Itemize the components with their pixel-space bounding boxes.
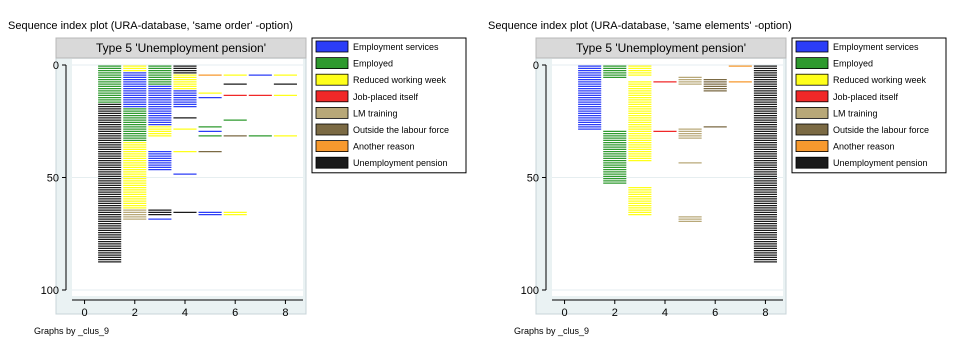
legend-label: Outside the labour force (833, 125, 929, 135)
sequence-segment (148, 126, 172, 137)
sequence-segment (603, 130, 627, 184)
sequence-segment (628, 186, 652, 216)
legend-label: Outside the labour force (353, 125, 449, 135)
legend-label: Employment services (353, 42, 439, 52)
sequence-segment (223, 211, 247, 216)
sequence-index-plot: Type 5 'Unemployment pension' 0 50 100 0 2 4 6 8… (521, 37, 947, 319)
graphs-by-note: Graphs by _clus_9 (34, 326, 110, 336)
legend-swatch (315, 107, 349, 119)
legend-swatch (315, 90, 349, 103)
sequence-segment (148, 85, 172, 126)
x-tick-label: 6 (712, 307, 718, 319)
y-tick-label: 50 (47, 173, 59, 185)
y-tick-label: 100 (41, 285, 59, 297)
legend-label: Another reason (833, 142, 895, 152)
sequence-segment (678, 76, 702, 85)
legend-label: LM training (353, 108, 398, 118)
sequence-segment (123, 141, 147, 209)
chart-subtitle: Type 5 'Unemployment pension' (96, 41, 266, 55)
sequence-segment (198, 211, 222, 216)
chart-title: Sequence index plot (URA-database, 'same… (8, 20, 293, 32)
sequence-segment (98, 65, 122, 103)
legend-swatch (795, 73, 829, 86)
sequence-segment (173, 90, 197, 108)
x-tick-label: 8 (762, 307, 768, 319)
sequence-segment (678, 216, 702, 223)
sequence-segment (703, 78, 727, 92)
legend-label: Unemployment pension (353, 158, 448, 168)
sequence-segment (123, 209, 147, 220)
x-tick-label: 8 (282, 307, 288, 319)
sequence-segment (578, 65, 602, 130)
legend-label: Job-placed itself (353, 92, 419, 102)
y-tick-label: 50 (527, 173, 539, 185)
legend-swatch (315, 156, 349, 169)
sequence-segment (678, 128, 702, 139)
x-tick-label: 4 (182, 307, 188, 319)
legend-swatch (795, 57, 829, 69)
y-tick-label: 0 (53, 60, 59, 72)
x-tick-label: 6 (232, 307, 238, 319)
legend: Employment services Employed Reduced worki… (791, 37, 947, 174)
legend-swatch (315, 140, 349, 153)
chart-panel-same-elements: Sequence index plot (URA-database, 'same… (484, 0, 954, 342)
sequence-segment (98, 103, 122, 263)
sequence-segment (173, 74, 197, 90)
legend-swatch (795, 90, 829, 103)
legend-swatch (315, 57, 349, 69)
y-tick-label: 0 (533, 60, 539, 72)
sequence-segment (123, 72, 147, 108)
legend-label: Unemployment pension (833, 158, 928, 168)
chart-title: Sequence index plot (URA-database, 'same… (488, 20, 792, 32)
subtitle-strip (55, 37, 307, 59)
x-tick-label: 2 (612, 307, 618, 319)
sequence-segment (148, 150, 172, 171)
legend-label: Employed (353, 59, 393, 69)
sequence-segment (148, 209, 172, 216)
legend-label: Employment services (833, 42, 919, 52)
x-tick-label: 4 (662, 307, 668, 319)
legend-swatch (315, 73, 349, 86)
legend-swatch (795, 156, 829, 169)
sequence-segment (148, 65, 172, 85)
sequence-segment (628, 81, 652, 162)
x-tick-label: 0 (561, 307, 567, 319)
chart-panel-same-order: Sequence index plot (URA-database, 'same… (4, 0, 474, 342)
sequence-segment (123, 108, 147, 142)
legend-label: Another reason (353, 142, 415, 152)
legend-swatch (795, 123, 829, 136)
y-tick-label: 100 (521, 285, 539, 297)
sequence-segment (123, 65, 147, 72)
legend-swatch (315, 123, 349, 136)
legend-label: Reduced working week (833, 75, 927, 85)
graphs-by-note: Graphs by _clus_9 (514, 326, 590, 336)
legend-label: Job-placed itself (833, 92, 899, 102)
subtitle-strip (535, 37, 787, 59)
sequence-segment (173, 65, 197, 74)
legend-swatch (795, 107, 829, 119)
legend-label: LM training (833, 108, 878, 118)
legend: Employment services Employed Reduced worki… (311, 37, 467, 174)
sequence-segment (628, 65, 652, 76)
legend-label: Employed (833, 59, 873, 69)
legend-swatch (315, 40, 349, 53)
x-tick-label: 2 (132, 307, 138, 319)
sequence-segment (753, 65, 777, 263)
legend-label: Reduced working week (353, 75, 447, 85)
sequence-segment (603, 65, 627, 79)
x-tick-label: 0 (81, 307, 87, 319)
legend-swatch (795, 40, 829, 53)
legend-swatch (795, 140, 829, 153)
chart-subtitle: Type 5 'Unemployment pension' (576, 41, 746, 55)
sequence-index-plot: Type 5 'Unemployment pension' 0 50 100 0 2 4 6 8… (41, 37, 467, 319)
